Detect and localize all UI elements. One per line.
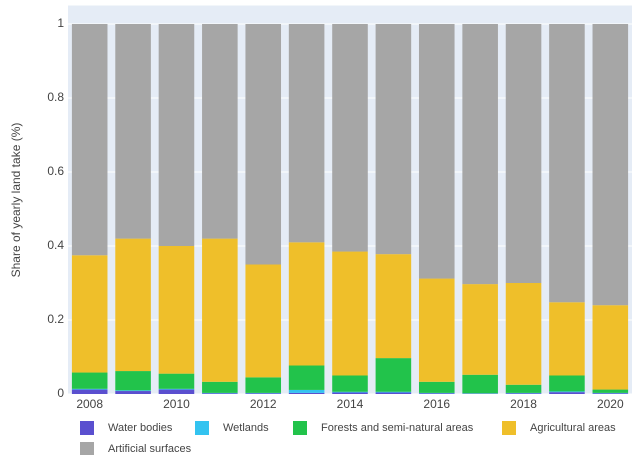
bar-segment (462, 284, 498, 375)
bar-segment (419, 382, 455, 393)
bar-segment (376, 24, 412, 254)
bar-segment (289, 390, 325, 393)
legend-label: Forests and semi-natural areas (321, 422, 474, 434)
bar-segment (506, 393, 542, 394)
bar-segment (289, 242, 325, 365)
y-tick-label: 0.6 (47, 164, 64, 178)
x-tick-label: 2008 (76, 397, 103, 411)
legend-swatch (502, 421, 516, 435)
legend-swatch (293, 421, 307, 435)
bar-segment (115, 371, 151, 390)
bar-segment (332, 252, 368, 376)
x-tick-label: 2010 (163, 397, 190, 411)
bar-segment (72, 24, 108, 255)
y-tick-label: 0.4 (47, 238, 64, 252)
bar-segment (593, 393, 629, 394)
bar-segment (159, 374, 195, 389)
bar-segment (332, 393, 368, 394)
bar-segment (593, 24, 629, 305)
bar-segment (376, 254, 412, 358)
bar-segment (332, 392, 368, 393)
bar-segment (376, 393, 412, 394)
bar-segment (245, 393, 281, 394)
bar-segment (289, 366, 325, 390)
bar-segment (462, 24, 498, 284)
bar-segment (549, 24, 585, 302)
bar-segment (72, 373, 108, 389)
legend-label: Artificial surfaces (108, 443, 192, 455)
bar-segment (593, 305, 629, 389)
bar-segment (245, 24, 281, 265)
bar-segment (202, 239, 238, 382)
bar-segment (506, 385, 542, 393)
legend-swatch (195, 421, 209, 435)
bar-segment (115, 239, 151, 371)
x-tick-label: 2012 (250, 397, 277, 411)
bar-segment (549, 392, 585, 394)
y-tick-label: 0 (57, 386, 64, 400)
bar-segment (549, 391, 585, 392)
bar-segment (549, 376, 585, 392)
bar-segment (115, 390, 151, 391)
bar-segment (289, 393, 325, 394)
bar-segment (593, 390, 629, 393)
bar-segment (289, 24, 325, 242)
bar-segment (202, 393, 238, 394)
bar-segment (159, 246, 195, 374)
bar-segment (376, 392, 412, 393)
bar-segment (245, 265, 281, 378)
x-tick-label: 2014 (337, 397, 364, 411)
bar-segment (72, 390, 108, 394)
legend-label: Water bodies (108, 422, 173, 434)
bar-segment (72, 255, 108, 372)
x-tick-label: 2018 (510, 397, 537, 411)
y-axis-title: Share of yearly land take (%) (9, 123, 23, 278)
bar-segment (376, 358, 412, 392)
y-tick-label: 0.2 (47, 312, 64, 326)
bar-segment (245, 377, 281, 393)
bar-segment (159, 390, 195, 394)
bar-segment (115, 24, 151, 239)
bar-segment (419, 279, 455, 382)
legend-label: Wetlands (223, 422, 269, 434)
bar-segment (419, 393, 455, 394)
bar-segment (506, 24, 542, 283)
bar-segment (332, 24, 368, 252)
bar-segment (462, 375, 498, 394)
bar-segment (332, 376, 368, 392)
bar-segment (202, 24, 238, 239)
bar-segment (419, 24, 455, 279)
bar-segment (506, 283, 542, 385)
bar-segment (159, 24, 195, 246)
legend-swatch (80, 442, 94, 455)
x-tick-label: 2020 (597, 397, 624, 411)
bar-segment (115, 391, 151, 394)
legend-swatch (80, 421, 94, 435)
legend-label: Agricultural areas (530, 422, 616, 434)
bar-segment (549, 302, 585, 375)
bar-segment (72, 389, 108, 390)
bar-segment (159, 389, 195, 390)
y-tick-label: 1 (57, 16, 64, 30)
bar-segment (202, 382, 238, 393)
y-tick-label: 0.8 (47, 90, 64, 104)
x-tick-label: 2016 (423, 397, 450, 411)
